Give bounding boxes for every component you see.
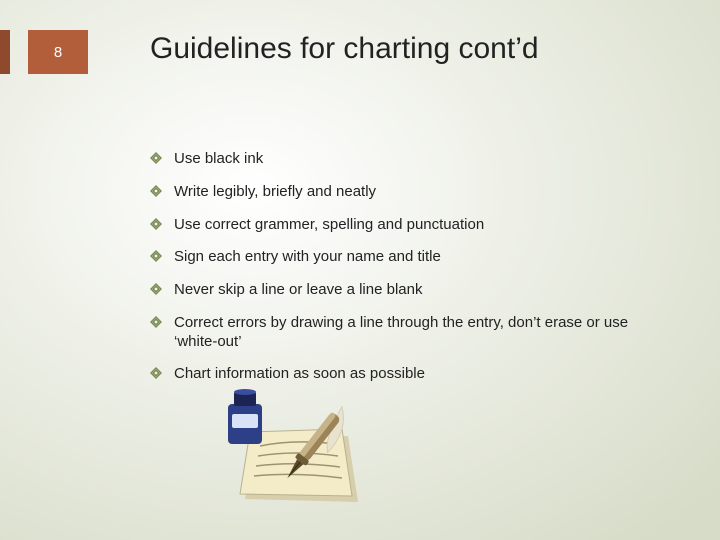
slide: 8 Guidelines for charting cont’d Use bla… [0,0,720,540]
bullet-text: Sign each entry with your name and title [174,248,441,267]
diamond-bullet-icon [150,250,164,264]
bullet-text: Use correct grammer, spelling and punctu… [174,216,484,235]
list-item: Write legibly, briefly and neatly [150,183,660,202]
diamond-bullet-icon [150,152,164,166]
page-number-badge: 8 [28,30,88,74]
list-item: Chart information as soon as possible [150,365,660,384]
accent-left-bar [0,30,10,74]
bullet-list: Use black ink Write legibly, briefly and… [150,150,660,398]
bullet-text: Chart information as soon as possible [174,365,425,384]
list-item: Use correct grammer, spelling and punctu… [150,216,660,235]
list-item: Sign each entry with your name and title [150,248,660,267]
list-item: Correct errors by drawing a line through… [150,314,660,352]
bullet-text: Never skip a line or leave a line blank [174,281,422,300]
diamond-bullet-icon [150,283,164,297]
ink-bottle-icon [228,389,262,444]
bullet-text: Correct errors by drawing a line through… [174,314,660,352]
ink-and-pen-illustration [210,384,380,514]
diamond-bullet-icon [150,218,164,232]
list-item: Use black ink [150,150,660,169]
slide-title: Guidelines for charting cont’d [150,32,539,66]
diamond-bullet-icon [150,185,164,199]
list-item: Never skip a line or leave a line blank [150,281,660,300]
diamond-bullet-icon [150,367,164,381]
bullet-text: Use black ink [174,150,263,169]
diamond-bullet-icon [150,316,164,330]
bullet-text: Write legibly, briefly and neatly [174,183,376,202]
page-number: 8 [54,44,62,61]
